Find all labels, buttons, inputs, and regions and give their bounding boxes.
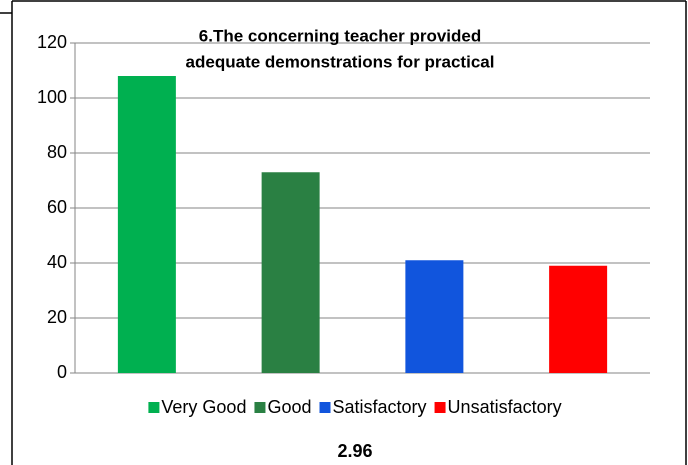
legend-swatch <box>434 402 446 413</box>
chart-title: adequate demonstrations for practical <box>186 52 495 71</box>
bar <box>405 260 464 373</box>
plot: 0 20 40 60 80 100 120 Very Good Good Satisfactory… <box>37 32 650 417</box>
legend-label: Good <box>267 397 311 417</box>
chart-title: 6.The concerning teacher provided <box>199 26 481 45</box>
y-tick-label: 100 <box>37 87 67 107</box>
legend-swatch <box>148 402 160 413</box>
legend-swatch <box>319 402 331 413</box>
legend-label: Unsatisfactory <box>448 397 562 417</box>
legend-label: Very Good <box>161 397 246 417</box>
y-tick-label: 60 <box>47 197 67 217</box>
y-tick-label: 40 <box>47 252 67 272</box>
bar <box>117 76 176 373</box>
y-tick-label: 120 <box>37 32 67 52</box>
y-tick-label: 0 <box>57 362 67 382</box>
legend-swatch <box>254 402 266 413</box>
legend-label: Satisfactory <box>333 397 427 417</box>
y-tick-label: 20 <box>47 307 67 327</box>
bar <box>549 265 608 373</box>
legend: Very Good Good Satisfactory Unsatisfactory <box>148 397 562 417</box>
y-tick-label: 80 <box>47 142 67 162</box>
annotation: 2.96 <box>337 441 372 461</box>
bar <box>261 172 320 373</box>
